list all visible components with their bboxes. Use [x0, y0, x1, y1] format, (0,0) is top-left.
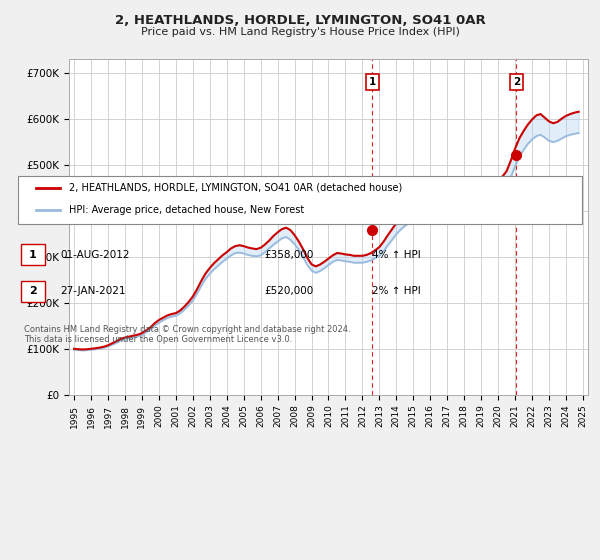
Text: 2, HEATHLANDS, HORDLE, LYMINGTON, SO41 0AR: 2, HEATHLANDS, HORDLE, LYMINGTON, SO41 0… — [115, 14, 485, 27]
Text: HPI: Average price, detached house, New Forest: HPI: Average price, detached house, New … — [69, 206, 304, 215]
Text: £358,000: £358,000 — [264, 250, 313, 260]
Text: 2% ↑ HPI: 2% ↑ HPI — [372, 286, 421, 296]
Text: 2: 2 — [512, 77, 520, 87]
Text: 1: 1 — [368, 77, 376, 87]
Text: 2, HEATHLANDS, HORDLE, LYMINGTON, SO41 0AR (detached house): 2, HEATHLANDS, HORDLE, LYMINGTON, SO41 0… — [69, 183, 402, 193]
Text: £520,000: £520,000 — [264, 286, 313, 296]
Text: Price paid vs. HM Land Registry's House Price Index (HPI): Price paid vs. HM Land Registry's House … — [140, 27, 460, 37]
Text: 27-JAN-2021: 27-JAN-2021 — [60, 286, 125, 296]
Text: Contains HM Land Registry data © Crown copyright and database right 2024.
This d: Contains HM Land Registry data © Crown c… — [24, 325, 350, 344]
Text: 1: 1 — [29, 250, 37, 260]
Text: 01-AUG-2012: 01-AUG-2012 — [60, 250, 130, 260]
Text: 4% ↑ HPI: 4% ↑ HPI — [372, 250, 421, 260]
Text: 2: 2 — [29, 286, 37, 296]
